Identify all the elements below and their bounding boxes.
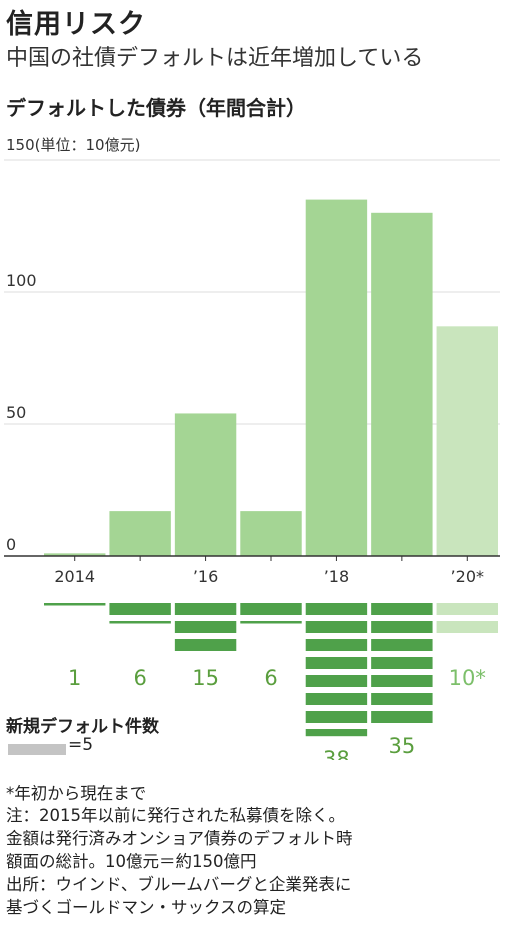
count-label: 35 xyxy=(388,734,415,758)
legend-title: 新規デフォルト件数 xyxy=(6,717,159,737)
count-block xyxy=(109,621,171,624)
note-line: 額面の総計。10億元＝約150億円 xyxy=(6,852,257,871)
count-label: 38 xyxy=(323,747,350,760)
note-line: 金額は発行済みオンショア債券のデフォルト時 xyxy=(6,829,353,848)
count-block xyxy=(305,603,368,615)
count-block xyxy=(240,603,302,615)
bar xyxy=(174,413,237,556)
count-block xyxy=(305,657,368,669)
count-block xyxy=(305,711,368,723)
count-label: 10* xyxy=(449,666,486,690)
note-line: 基づくゴールドマン・サックスの算定 xyxy=(6,898,287,917)
bar xyxy=(436,326,498,556)
unit-label: 150(単位：10億元) xyxy=(6,136,141,154)
count-label: 6 xyxy=(264,666,277,690)
x-tick-label: ’20* xyxy=(451,567,484,586)
bar xyxy=(371,212,433,557)
x-tick-label: ’18 xyxy=(324,567,349,586)
count-block xyxy=(109,603,171,615)
count-block xyxy=(305,675,368,687)
bar xyxy=(240,511,302,556)
chart-title: デフォルトした債券（年間合計） xyxy=(6,96,306,120)
count-block xyxy=(436,621,498,633)
count-label: 6 xyxy=(133,666,146,690)
count-block xyxy=(44,603,106,606)
count-block xyxy=(436,603,498,615)
bar xyxy=(305,199,368,556)
x-tick-label: 2014 xyxy=(54,567,95,586)
y-tick-label: 100 xyxy=(6,271,37,290)
count-block xyxy=(305,729,368,737)
bar xyxy=(109,511,171,556)
count-block xyxy=(305,693,368,705)
count-block xyxy=(305,639,368,651)
count-block xyxy=(371,693,433,705)
legend-swatch xyxy=(8,744,66,755)
count-block xyxy=(240,621,302,624)
count-block xyxy=(174,603,237,615)
count-block xyxy=(174,639,237,651)
count-block xyxy=(174,621,237,633)
count-block xyxy=(371,711,433,723)
count-block xyxy=(371,639,433,651)
bar-chart: 0 50 100 2014 ’16 ’18 ’20* 1 6 15 6 38 35 10* xyxy=(4,159,500,760)
count-block xyxy=(371,603,433,615)
legend-swatch-label: =5 xyxy=(68,735,94,755)
page-subtitle: 中国の社債デフォルトは近年増加している xyxy=(6,46,424,71)
count-label: 15 xyxy=(192,666,219,690)
note-line: 出所：ウインド、ブルームバーグと企業発表に xyxy=(6,875,352,894)
y-tick-label: 0 xyxy=(6,535,16,554)
count-block xyxy=(371,621,433,633)
note-line: 注：2015年以前に発行された私募債を除く。 xyxy=(6,806,345,825)
count-label: 1 xyxy=(68,666,81,690)
count-block xyxy=(371,675,433,687)
count-block xyxy=(371,657,433,669)
page-title: 信用リスク xyxy=(6,9,146,40)
count-block xyxy=(305,621,368,633)
y-tick-label: 50 xyxy=(6,403,26,422)
note-line: *年初から現在まで xyxy=(6,784,147,803)
bar xyxy=(44,553,106,556)
x-tick-label: ’16 xyxy=(193,567,218,586)
